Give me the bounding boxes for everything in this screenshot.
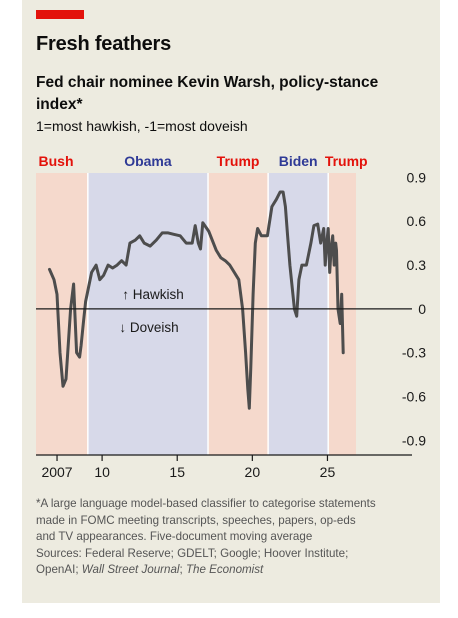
- source-wsj: Wall Street Journal: [81, 563, 180, 576]
- chart-title: Fresh feathers: [36, 33, 172, 55]
- sources-line: Sources: Federal Reserve; GDELT; Google;…: [36, 546, 349, 560]
- y-tick-label: -0.6: [402, 389, 426, 405]
- presidency-band-obama: [87, 173, 209, 455]
- footnote-line: made in FOMC meeting transcripts, speech…: [36, 513, 356, 527]
- sources-text: OpenAI;: [36, 563, 82, 576]
- y-tick-label: 0.6: [407, 213, 427, 229]
- y-tick-label: -0.3: [402, 345, 426, 361]
- presidency-label: Trump: [217, 153, 260, 169]
- footnote-line: and TV appearances. Five-document moving…: [36, 530, 313, 543]
- policy-stance-chart: Bush Obama Trump Biden Trump 0.9 0.6 0.3 0 -0.3 -…: [36, 153, 426, 480]
- presidency-label: Biden: [279, 153, 318, 169]
- x-tick-label: 20: [245, 464, 261, 480]
- chart-subtitle: Fed chair nominee Kevin Warsh, policy-st…: [36, 74, 379, 113]
- y-tick-label: 0.3: [407, 257, 427, 273]
- source-economist: The Economist: [185, 563, 264, 576]
- footnote: *A large language model-based classifier…: [36, 496, 436, 579]
- x-tick-label: 2007: [41, 464, 72, 480]
- presidency-band-trump: [208, 173, 269, 455]
- presidency-band-bush: [36, 173, 88, 455]
- presidency-labels: Bush Obama Trump Biden Trump: [39, 153, 368, 169]
- x-tick-label: 10: [94, 464, 110, 480]
- x-tick-label: 25: [320, 464, 336, 480]
- presidency-label: Bush: [39, 153, 74, 169]
- y-tick-label: 0: [418, 301, 426, 317]
- doveish-annotation: ↓ Doveish: [119, 320, 178, 335]
- axis-ticks: 0.9 0.6 0.3 0 -0.3 -0.6 -0.9 2007 10 15 20 25: [41, 169, 426, 480]
- presidency-label: Trump: [325, 153, 368, 169]
- policy-stance-line: [48, 190, 345, 410]
- y-tick-label: 0.9: [407, 169, 427, 185]
- sources-line-2: OpenAI; Wall Street Journal; The Economi…: [36, 562, 436, 579]
- accent-bar: [36, 10, 84, 19]
- sources-separator: ;: [179, 563, 186, 576]
- y-tick-label: -0.9: [402, 432, 426, 448]
- hawkish-annotation: ↑ Hawkish: [122, 287, 184, 302]
- chart-scale-note: 1=most hawkish, -1=most doveish: [36, 118, 248, 134]
- chart-card: Fresh feathers Fed chair nominee Kevin W…: [22, 0, 440, 603]
- footnote-line: *A large language model-based classifier…: [36, 497, 376, 510]
- x-tick-label: 15: [169, 464, 185, 480]
- presidency-label: Obama: [124, 153, 172, 169]
